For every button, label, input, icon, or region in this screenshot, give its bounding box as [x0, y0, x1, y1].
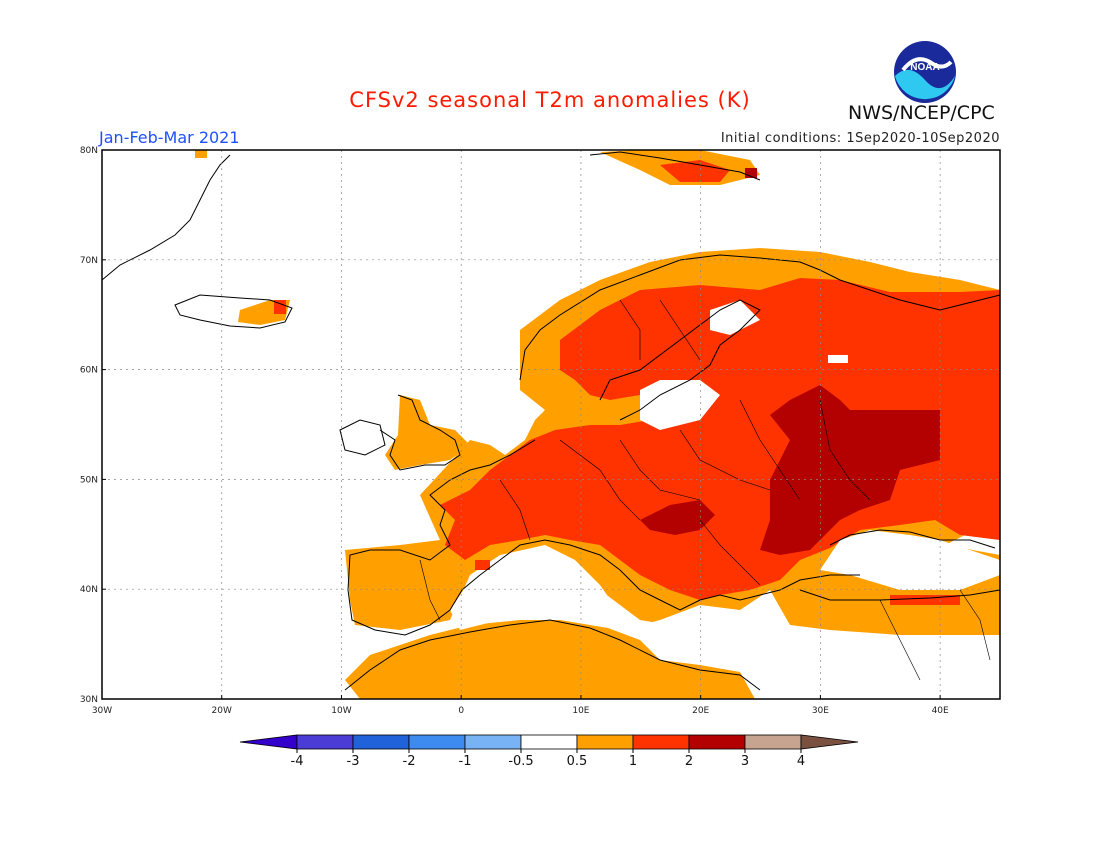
- colorbar: -4 -3 -2 -1 -0.5 0.5 1 2 3 4: [239, 734, 859, 769]
- colorbar-segment: [744, 734, 802, 750]
- anomaly-region-darkred: [760, 385, 940, 555]
- anomaly-region-red: [440, 278, 1000, 600]
- colorbar-arrow-left: [239, 734, 298, 750]
- coastline-iceland: [174, 294, 293, 329]
- near-normal-areas: [450, 300, 1000, 670]
- coastline-baltic: [599, 299, 761, 421]
- colorbar-segment: [408, 734, 466, 750]
- anomaly-region-darkred-balkans: [640, 500, 715, 535]
- colorbar-segment: [520, 734, 578, 750]
- gridlines: [102, 150, 1000, 699]
- coastline-africa: [344, 619, 761, 691]
- axis-labels: 30W 20W 10W 0 10E 20E 30E 40E 30N 40N 50N 60N 70N 80N: [80, 146, 949, 716]
- lat-tick-label: 30N: [80, 695, 98, 705]
- colorbar-label: -0.5: [508, 754, 533, 769]
- lon-tick-label: 10E: [572, 706, 589, 716]
- lat-tick-label: 70N: [80, 256, 98, 266]
- coastline-svalbard: [589, 151, 761, 181]
- colorbar-segment: [464, 734, 522, 750]
- lat-tick-label: 50N: [80, 475, 98, 485]
- coastline-black-sea-south: [799, 589, 1001, 601]
- colorbar-label: 2: [685, 754, 693, 769]
- lon-tick-label: 20W: [212, 706, 232, 716]
- colorbar-label: -4: [291, 754, 304, 769]
- colorbar-label: 3: [741, 754, 749, 769]
- colorbar-segment: [576, 734, 634, 750]
- period-label: Jan-Feb-Mar 2021: [99, 128, 240, 147]
- noaa-logo-text: NOAA: [910, 62, 939, 73]
- colorbar-label: 0.5: [567, 754, 588, 769]
- near-normal-russia: [828, 355, 848, 363]
- lon-tick-label: 20E: [692, 706, 709, 716]
- colorbar-label: 1: [629, 754, 637, 769]
- coastline-scandinavia: [519, 254, 1001, 381]
- colorbar-segment: [632, 734, 690, 750]
- coastline-mediterranean: [499, 539, 860, 611]
- anomaly-region-darkred-svalbard: [745, 168, 757, 178]
- near-normal-blacksea: [820, 530, 1000, 590]
- coastline-uk: [379, 394, 461, 471]
- initial-conditions-label: Initial conditions: 1Sep2020-10Sep2020: [720, 131, 1000, 146]
- anomaly-region-red-iceland: [274, 300, 286, 314]
- noaa-logo: NOAA: [894, 41, 956, 103]
- lon-tick-label: 30E: [812, 706, 829, 716]
- lon-tick-label: 30W: [92, 706, 112, 716]
- map-frame: [101, 149, 1001, 700]
- lat-tick-label: 60N: [80, 366, 98, 376]
- country-borders: [419, 299, 991, 681]
- colorbar-label: -3: [347, 754, 360, 769]
- anomaly-region-orange-greenland: [195, 150, 207, 158]
- coastlines: [101, 151, 1001, 691]
- colorbar-label: 4: [797, 754, 805, 769]
- agency-label: NWS/NCEP/CPC: [848, 102, 995, 124]
- near-normal-sweden: [640, 380, 720, 430]
- colorbar-label: -2: [403, 754, 416, 769]
- colorbar-segment: [352, 734, 410, 750]
- colorbar-label: -1: [459, 754, 472, 769]
- lon-tick-label: 40E: [932, 706, 949, 716]
- coastline-ireland: [339, 419, 386, 456]
- anomaly-region-red-spain: [475, 560, 490, 570]
- anomaly-region-red-svalbard: [660, 160, 730, 182]
- colorbar-segment: [296, 734, 354, 750]
- lat-tick-label: 80N: [80, 146, 98, 156]
- colorbar-segment: [688, 734, 746, 750]
- colorbar-arrow-right: [800, 734, 859, 750]
- lon-tick-label: 10W: [331, 706, 351, 716]
- coastline-black-sea: [829, 529, 996, 549]
- anomaly-fills: [195, 150, 1000, 699]
- lat-tick-label: 40N: [80, 585, 98, 595]
- anomaly-region-red-turkey: [890, 595, 960, 605]
- map-plot-area: [101, 149, 1001, 700]
- lon-tick-label: 0: [458, 706, 464, 716]
- coastline-greenland: [101, 154, 231, 281]
- coastline-western-europe: [347, 439, 536, 636]
- anomaly-region-orange-uk: [385, 395, 470, 470]
- chart-title: CFSv2 seasonal T2m anomalies (K): [349, 88, 751, 112]
- near-normal-med: [450, 570, 760, 670]
